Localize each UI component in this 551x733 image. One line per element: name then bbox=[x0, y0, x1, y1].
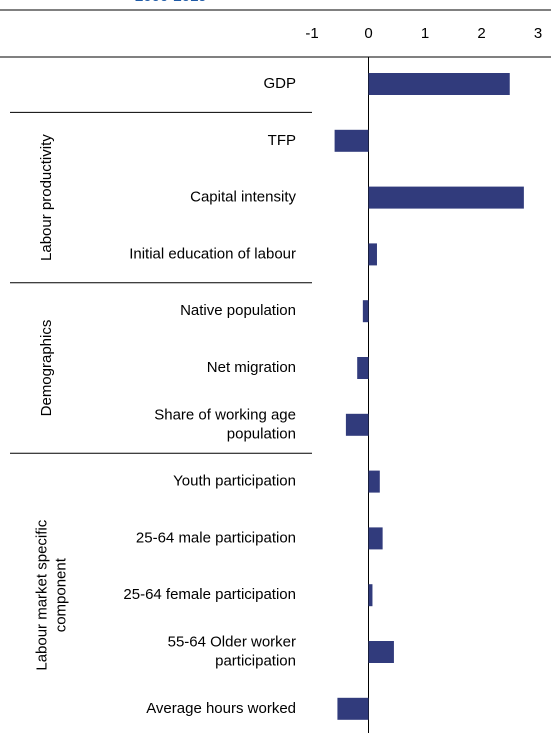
x-tick-label: 3 bbox=[534, 25, 542, 42]
category-label: TFP bbox=[268, 132, 296, 149]
bar bbox=[357, 357, 369, 379]
bar bbox=[368, 73, 510, 95]
category-label: 25-64 male participation bbox=[136, 529, 296, 546]
category-label: GDP bbox=[263, 75, 296, 92]
category-label: Average hours worked bbox=[146, 700, 296, 717]
x-tick-label: -1 bbox=[305, 25, 318, 42]
bar bbox=[362, 300, 369, 323]
bar bbox=[368, 527, 383, 550]
category-label: Net migration bbox=[207, 359, 296, 376]
category-label: Initial education of labour bbox=[129, 245, 296, 262]
bar bbox=[368, 584, 373, 607]
category-label: 25-64 female participation bbox=[123, 586, 296, 603]
bar bbox=[368, 243, 377, 266]
group-label: Labour market specific component bbox=[33, 519, 69, 670]
category-label: Capital intensity bbox=[190, 189, 296, 206]
group-label: Demographics bbox=[38, 320, 55, 417]
bar bbox=[337, 697, 369, 720]
bar bbox=[368, 641, 394, 663]
x-tick-label: 2 bbox=[477, 25, 485, 42]
x-tick-label: 1 bbox=[421, 25, 429, 42]
bar bbox=[368, 470, 380, 493]
bar bbox=[345, 413, 369, 436]
category-label: Share of working age population bbox=[154, 406, 296, 442]
group-label: Labour productivity bbox=[38, 134, 55, 261]
x-tick-label: 0 bbox=[364, 25, 372, 42]
category-label: 55-64 Older worker participation bbox=[168, 633, 296, 669]
bar bbox=[368, 186, 524, 209]
category-label: Native population bbox=[180, 302, 296, 319]
chart-subtitle: 2000-2019 bbox=[135, 0, 207, 5]
bar bbox=[334, 129, 369, 152]
category-label: Youth participation bbox=[173, 473, 296, 490]
